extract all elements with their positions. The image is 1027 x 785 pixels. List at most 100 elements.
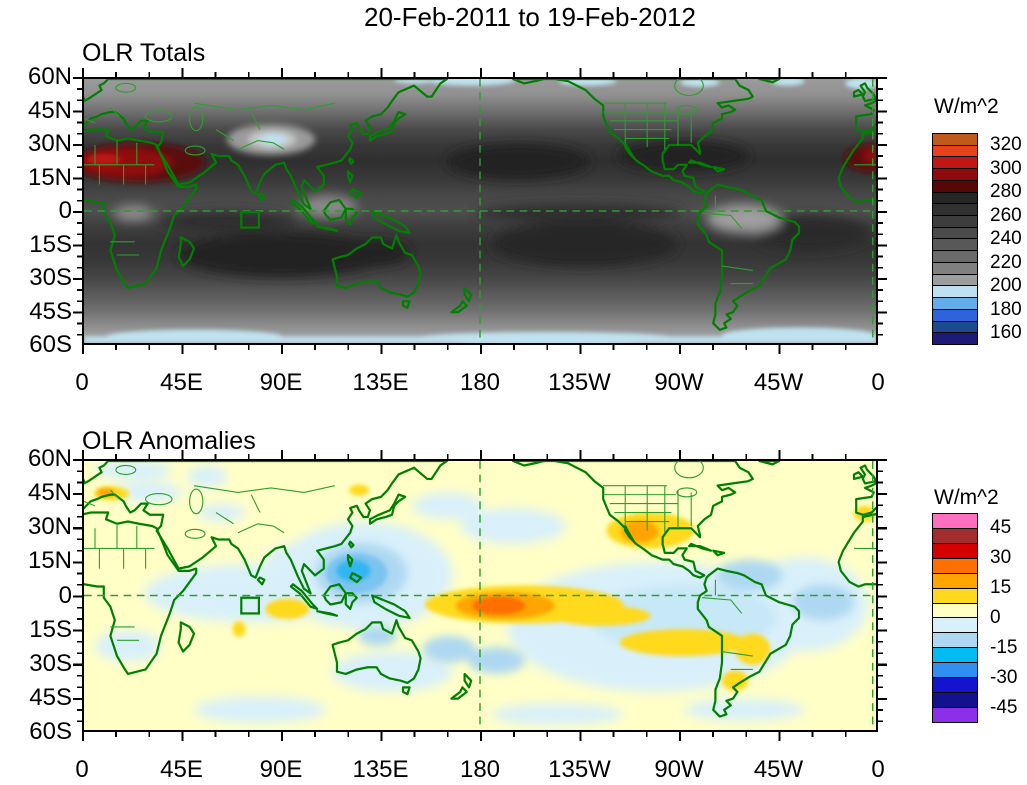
lon-tick-label: 0 <box>871 369 885 396</box>
lon-tick-label: 0 <box>871 756 885 783</box>
totals-lat-axis: 60N 45N 30N 15N 0 15S 30S 45S 60S <box>0 65 72 357</box>
colorbar-cell <box>933 216 977 228</box>
anomalies-lat-axis: 60N 45N 30N 15N 0 15S 30S 45S 60S <box>0 447 72 744</box>
colorbar-tick-label: 15 <box>990 577 1012 598</box>
colorbar-cell <box>933 678 977 694</box>
colorbar-tick-label: -30 <box>990 667 1018 688</box>
anomalies-top-ticks <box>82 450 878 459</box>
lat-tick-label: 30N <box>27 513 72 541</box>
colorbar-tick-label: 180 <box>990 298 1022 320</box>
totals-panel-title: OLR Totals <box>82 39 206 67</box>
colorbar-cell <box>933 134 977 146</box>
colorbar-cell <box>933 648 977 664</box>
colorbar-cell <box>933 321 977 334</box>
totals-left-ticks <box>73 77 82 345</box>
lon-tick-label: 0 <box>75 756 89 783</box>
lat-tick-label: 45N <box>27 96 72 124</box>
lat-tick-label: 30S <box>29 649 72 677</box>
totals-colorbar-units: W/m^2 <box>934 95 999 118</box>
lat-tick-label: 15N <box>27 163 72 191</box>
colorbar-cell <box>933 528 977 544</box>
anomalies-bottom-ticks <box>82 732 878 741</box>
colorbar-tick-label: 45 <box>990 517 1012 538</box>
colorbar-tick-label: 220 <box>990 251 1022 273</box>
colorbar-cell <box>933 514 977 529</box>
lon-tick-label: 45W <box>753 369 804 396</box>
lon-tick-label: 45E <box>160 756 203 783</box>
colorbar-cell <box>933 192 977 205</box>
colorbar-cell <box>933 204 977 217</box>
colorbar-cell <box>933 543 977 559</box>
colorbar-cell <box>933 707 977 722</box>
totals-bottom-ticks <box>82 345 878 354</box>
totals-lon-axis: 0 45E 90E 135E 180 135W 90W 45W 0 <box>37 370 923 396</box>
colorbar-cell <box>933 145 977 158</box>
lon-tick-label: 90W <box>654 369 704 396</box>
anomalies-right-ticks <box>878 459 887 732</box>
lat-tick-label: 30N <box>27 130 72 157</box>
totals-top-ticks <box>82 68 878 77</box>
anomalies-map-art <box>84 461 876 730</box>
colorbar-cell <box>933 298 977 310</box>
anomalies-map-canvas <box>82 459 878 732</box>
lon-tick-label: 135E <box>352 369 409 396</box>
lon-tick-label: 45W <box>753 756 804 783</box>
lat-tick-label: 60S <box>29 718 72 745</box>
lat-tick-label: 15S <box>29 615 72 643</box>
lat-tick-label: 45S <box>29 297 72 325</box>
lon-tick-label: 45E <box>160 369 203 396</box>
lon-tick-label: 90E <box>259 756 303 783</box>
totals-colorbar <box>932 133 978 345</box>
lat-tick-label: 60N <box>27 445 72 472</box>
lat-tick-label: 30S <box>29 264 72 291</box>
colorbar-cell <box>933 663 977 679</box>
lat-tick-label: 15N <box>27 547 72 575</box>
lon-tick-label: 180 <box>459 756 501 783</box>
colorbar-cell <box>933 169 977 181</box>
colorbar-cell <box>933 157 977 170</box>
colorbar-tick-label: 30 <box>990 547 1012 568</box>
page-title: 20-Feb-2011 to 19-Feb-2012 <box>364 2 696 32</box>
lat-tick-label: 45N <box>27 479 72 507</box>
lat-tick-label: 0 <box>58 197 72 224</box>
colorbar-cell <box>933 588 977 604</box>
totals-map-canvas <box>82 77 878 345</box>
lon-tick-label: 0 <box>75 369 89 396</box>
lon-tick-label: 135E <box>352 756 409 783</box>
colorbar-cell <box>933 558 977 574</box>
totals-map-art <box>84 79 876 343</box>
lat-tick-label: 60N <box>27 63 72 90</box>
colorbar-cell <box>933 309 977 322</box>
lat-tick-label: 0 <box>58 581 72 609</box>
colorbar-cell <box>933 262 977 275</box>
anomalies-colorbar-units: W/m^2 <box>934 486 999 509</box>
colorbar-cell <box>933 286 977 299</box>
colorbar-cell <box>933 227 977 240</box>
colorbar-tick-label: 320 <box>990 134 1022 155</box>
colorbar-cell <box>933 633 977 649</box>
colorbar-cell <box>933 603 977 619</box>
lon-tick-label: 90E <box>259 369 303 396</box>
lon-tick-label: 135W <box>548 369 611 396</box>
colorbar-cell <box>933 274 977 287</box>
colorbar-tick-label: -15 <box>990 637 1018 658</box>
colorbar-tick-label: 200 <box>990 275 1022 296</box>
colorbar-tick-label: 160 <box>990 322 1022 343</box>
colorbar-cell <box>933 618 977 634</box>
colorbar-cell <box>933 239 977 252</box>
colorbar-cell <box>933 180 977 193</box>
lat-tick-label: 60S <box>29 331 72 358</box>
lon-tick-label: 90W <box>654 756 704 783</box>
lat-tick-label: 15S <box>29 230 72 258</box>
colorbar-cell <box>933 573 977 589</box>
colorbar-tick-label: 280 <box>990 181 1022 202</box>
lon-tick-label: 180 <box>459 369 501 396</box>
colorbar-cell <box>933 333 977 344</box>
totals-colorbar-labels: 320 300 280 260 240 220 200 180 160 <box>990 134 1027 344</box>
colorbar-tick-label: 260 <box>990 204 1022 226</box>
lon-tick-label: 135W <box>548 756 611 783</box>
colorbar-cell <box>933 251 977 263</box>
totals-right-ticks <box>878 77 887 345</box>
colorbar-cell <box>933 693 977 708</box>
